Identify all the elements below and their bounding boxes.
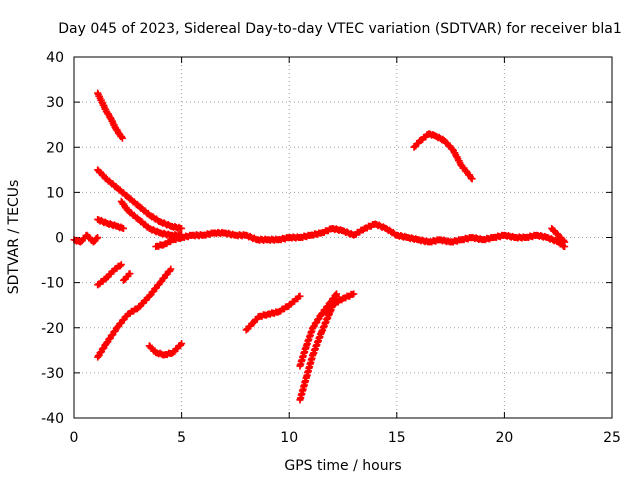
data-marker — [296, 220, 412, 242]
data-marker — [117, 197, 186, 240]
y-tick-label: 10 — [46, 185, 64, 201]
series-baseline-0-1h — [70, 231, 102, 246]
y-tick-label: -30 — [41, 366, 64, 382]
y-tick-label: -10 — [41, 276, 64, 292]
series-arc-2a — [117, 197, 186, 240]
x-axis-label: GPS time / hours — [284, 458, 401, 474]
series-arc-2b — [119, 270, 134, 284]
series-arc-3a — [145, 340, 186, 359]
data-marker — [178, 228, 304, 244]
series-arc-10c — [317, 290, 358, 318]
y-tick-label: 30 — [46, 95, 64, 111]
data-marker — [404, 231, 569, 251]
y-tick-label: 0 — [55, 231, 64, 247]
y-axis-label: SDTVAR / TECUs — [6, 180, 22, 295]
series-baseline-5-10h — [178, 228, 304, 244]
data-marker — [410, 130, 476, 183]
series-baseline-10-15h — [296, 220, 412, 242]
data-marker — [548, 224, 569, 246]
data-marker — [94, 89, 126, 142]
y-tick-label: -20 — [41, 321, 64, 337]
data-marker — [145, 340, 186, 359]
y-tick-label: 20 — [46, 140, 64, 156]
x-tick-label: 0 — [70, 430, 79, 446]
axis-ticks: 0 5 10 15 20 25 -40 -30 -20 -10 0 10 20 30 40 — [41, 50, 621, 446]
data-marker — [119, 270, 134, 284]
x-tick-label: 25 — [603, 430, 621, 446]
series-arc-8 — [242, 292, 304, 334]
plot-frame — [73, 56, 613, 419]
series-arc-16 — [410, 130, 476, 183]
data-marker — [242, 292, 304, 334]
series-baseline-15-23h — [404, 231, 569, 251]
data-marker — [94, 215, 127, 232]
y-tick-label: 40 — [46, 50, 64, 66]
series-arc-1b — [94, 166, 186, 232]
series-arc-1d — [94, 261, 125, 289]
series-arc-22 — [548, 224, 569, 246]
y-tick-label: -40 — [41, 411, 64, 427]
series-arc-1e — [94, 265, 175, 361]
data-marker — [94, 166, 186, 232]
x-tick-label: 5 — [177, 430, 186, 446]
data-marker — [317, 290, 358, 318]
series-arc-1a — [94, 89, 126, 142]
x-tick-label: 10 — [280, 430, 298, 446]
data-marker — [94, 261, 125, 289]
x-tick-label: 20 — [495, 430, 513, 446]
data-marker — [94, 265, 175, 361]
chart-title: Day 045 of 2023, Sidereal Day-to-day VTE… — [58, 21, 621, 37]
series-arc-1c — [94, 215, 127, 232]
data-marker — [70, 231, 102, 246]
x-tick-label: 15 — [388, 430, 406, 446]
data-series — [70, 89, 569, 404]
